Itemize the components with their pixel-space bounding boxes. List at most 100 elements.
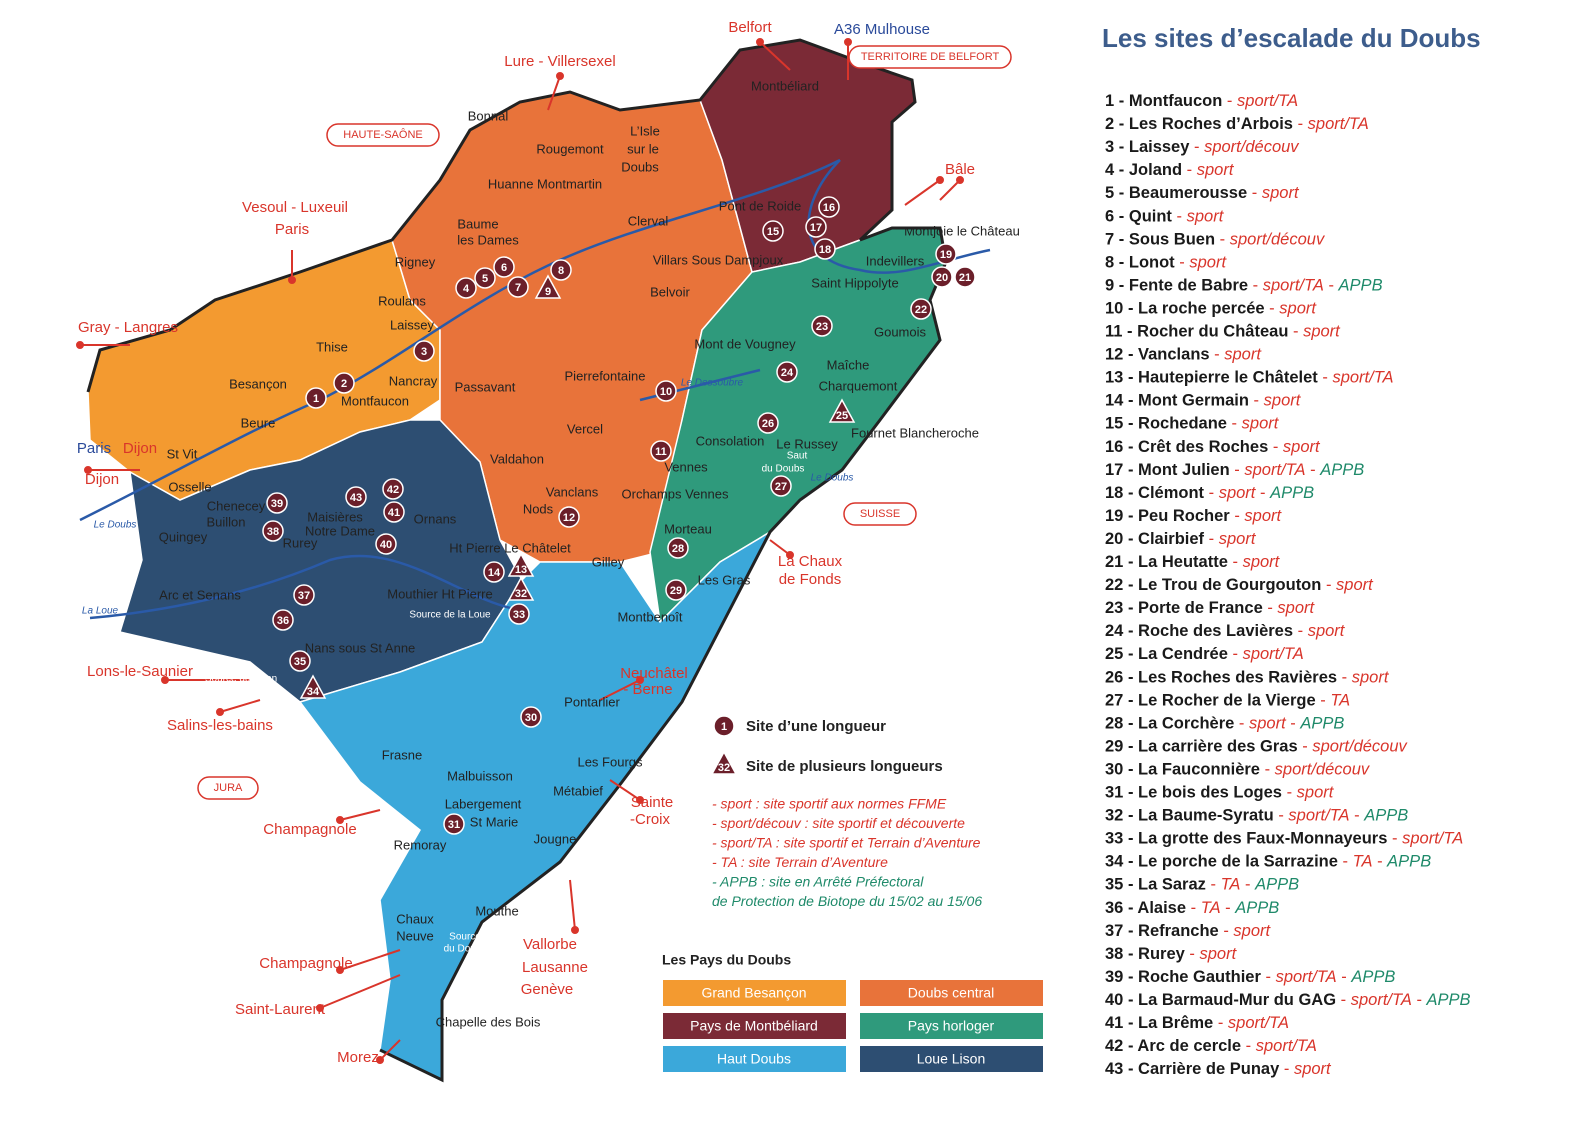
separator: - — [1123, 784, 1138, 802]
arrow-head — [636, 796, 644, 804]
separator: - — [1123, 1060, 1138, 1078]
direction-label: Lure - Villersexel — [504, 53, 615, 70]
separator: - — [1230, 461, 1245, 479]
site-entry: 21 - La Heutatte - sport — [1105, 553, 1281, 571]
separator: - — [1123, 553, 1138, 571]
separator: - — [1114, 115, 1129, 133]
site-name: La grotte des Faux-Monnayeurs — [1138, 830, 1387, 848]
separator: - — [1123, 968, 1138, 986]
site-number: 38 — [1105, 945, 1123, 963]
site-entry: 29 - La carrière des Gras - sport/découv — [1105, 738, 1409, 756]
site-number: 27 — [775, 481, 787, 493]
site-protection: APPB — [1234, 899, 1279, 917]
site-entry: 5 - Beaumerousse - sport — [1105, 185, 1300, 203]
arrow — [379, 1039, 401, 1061]
place-label: Montbenoît — [617, 609, 682, 624]
separator: - — [1204, 484, 1219, 502]
site-entry: 10 - La roche percée - sport — [1105, 300, 1317, 318]
site-tags: sport/TA — [1244, 461, 1305, 479]
multi-site-marker — [710, 750, 738, 775]
site-entry: 22 - Le Trou de Gourgouton - sport — [1105, 576, 1374, 594]
site-tags: sport — [1219, 530, 1257, 548]
direction-label: Neuchâtel — [620, 665, 688, 682]
place-label: Vanclans — [546, 484, 599, 499]
site-name: La Baume-Syratu — [1138, 807, 1274, 825]
place-label: Besançon — [229, 376, 287, 391]
place-label: Le Russey — [776, 436, 838, 451]
separator: - — [1123, 507, 1138, 525]
arrow — [939, 179, 961, 201]
site-tags: sport/TA — [1276, 968, 1337, 986]
site-name: La Brême — [1138, 1014, 1213, 1032]
site-tags: sport — [1224, 346, 1262, 364]
site-marker — [818, 196, 840, 218]
site-name: Rurey — [1138, 945, 1186, 963]
site-tags: sport — [1283, 438, 1321, 456]
site-entry: 38 - Rurey - sport — [1105, 945, 1238, 963]
legend-label: Site d’une longueur — [746, 718, 886, 735]
site-number: 33 — [513, 609, 525, 621]
site-name: La Heutatte — [1138, 553, 1228, 571]
separator: - — [1293, 623, 1308, 641]
place-label: sur le — [627, 141, 659, 156]
site-marker — [507, 276, 529, 298]
pays-label: Doubs central — [908, 985, 994, 1001]
place-label: St Vit — [167, 446, 198, 461]
site-number: 40 — [1105, 991, 1123, 1009]
separator: - — [1387, 830, 1402, 848]
site-entry: 3 - Laissey - sport/découv — [1105, 138, 1300, 156]
separator: - — [1123, 807, 1138, 825]
site-number: 32 — [718, 762, 730, 774]
site-number: 32 — [515, 588, 527, 600]
separator: - — [1248, 277, 1263, 295]
site-tags: TA — [1221, 876, 1241, 894]
site-number: 34 — [1105, 853, 1124, 871]
site-marker — [762, 220, 784, 242]
direction-label: Vallorbe — [523, 936, 577, 953]
place-label: Quingey — [159, 529, 208, 544]
site-marker — [262, 520, 284, 542]
site-number: 18 — [819, 244, 831, 256]
place-label: Les Fourgs — [577, 754, 643, 769]
place-label: Montfaucon — [341, 393, 409, 408]
pays-swatch — [663, 1013, 846, 1039]
separator: - — [1306, 461, 1321, 479]
site-marker — [935, 243, 957, 265]
site-number: 23 — [816, 321, 828, 333]
site-entry: 39 - Roche Gauthier - sport/TA - APPB — [1105, 968, 1395, 986]
site-tags: sport — [1219, 484, 1257, 502]
site-number: 8 — [558, 265, 564, 277]
site-entry: 33 - La grotte des Faux-Monnayeurs - spo… — [1105, 830, 1463, 848]
site-name: Le Trou de Gourgouton — [1138, 576, 1321, 594]
direction-label: Morez — [337, 1049, 379, 1066]
separator: - — [1286, 715, 1301, 733]
site-entry: 1 - Montfaucon - sport/TA — [1105, 92, 1298, 110]
site-tags: sport — [1199, 945, 1237, 963]
site-number: 33 — [1105, 830, 1123, 848]
site-number: 42 — [1105, 1037, 1123, 1055]
site-name: La carrière des Gras — [1138, 738, 1298, 756]
site-number: 18 — [1105, 484, 1123, 502]
separator: - — [1373, 853, 1388, 871]
separator: - — [1274, 807, 1289, 825]
river-label: Le Doubs — [811, 473, 854, 484]
site-name: Laissey — [1129, 138, 1190, 156]
site-name: Le bois des Loges — [1138, 784, 1282, 802]
site-number: 13 — [1105, 369, 1123, 387]
site-tags: sport — [1297, 784, 1335, 802]
legend-label: Site de plusieurs longueurs — [746, 758, 943, 775]
site-marker — [650, 440, 672, 462]
arrow — [339, 809, 381, 821]
site-entry: 18 - Clémont - sport - APPB — [1105, 484, 1314, 502]
separator: - — [1230, 507, 1245, 525]
site-number: 11 — [655, 446, 667, 458]
separator: - — [1123, 484, 1138, 502]
separator: - — [1114, 231, 1129, 249]
site-marker — [493, 256, 515, 278]
site-marker — [474, 267, 496, 289]
arrow-head — [956, 176, 964, 184]
separator: - — [1337, 669, 1352, 687]
separator: - — [1228, 646, 1243, 664]
